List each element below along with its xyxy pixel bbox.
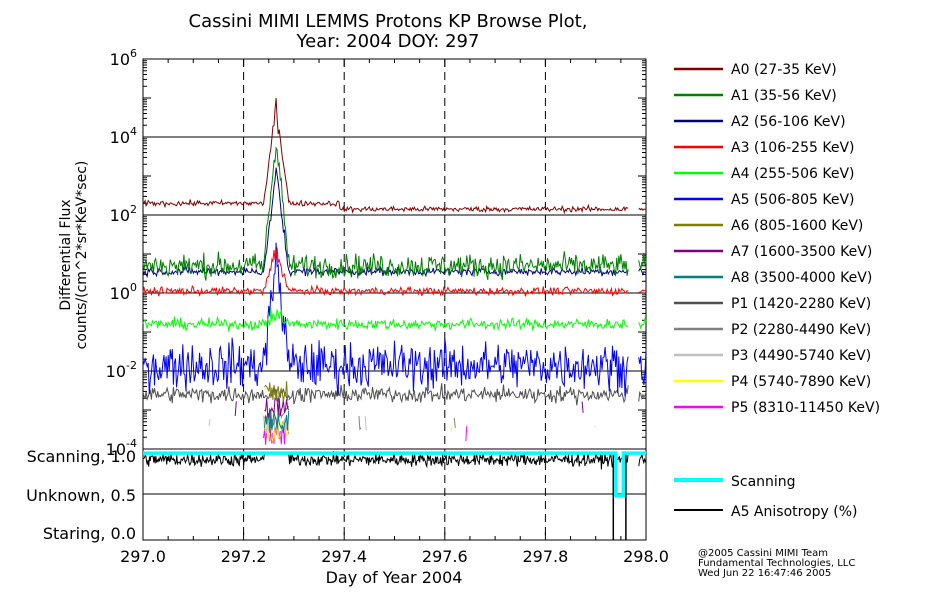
series-line — [142, 146, 647, 281]
legend-label: A4 (255-506 KeV) — [731, 166, 854, 182]
x-tick-label: 297.6 — [422, 547, 468, 566]
footer-company: Fundamental Technologies, LLC — [698, 558, 855, 569]
lower-y-label-staring: Staring, 0.0 — [43, 524, 136, 543]
series-line — [142, 307, 647, 333]
footer-timestamp: Wed Jun 22 16:47:46 2005 — [698, 568, 831, 579]
legend-label: A8 (3500-4000 KeV) — [731, 270, 872, 286]
x-tick-label: 298.0 — [623, 547, 669, 566]
y-tick-label: 106 — [110, 47, 137, 69]
y-tick-label: 102 — [110, 203, 137, 225]
chart-title-line-1: Cassini MIMI LEMMS Protons KP Browse Plo… — [189, 11, 588, 32]
upper-grid — [143, 59, 646, 540]
y-tick-labels: 10-4 10-2 100 102 104 106 — [106, 47, 137, 459]
footer-copyright: @2005 Cassini MIMI Team — [698, 548, 828, 559]
lower-plot-frame — [142, 448, 647, 541]
series-line — [142, 167, 647, 278]
x-tick-labels: 297.0 297.2 297.4 297.6 297.8 298.0 — [120, 547, 669, 566]
series-line — [142, 97, 647, 215]
series-line — [265, 406, 603, 429]
legend: A0 (27-35 KeV) A1 (35-56 KeV) A2 (56-106 K… — [674, 62, 880, 416]
lower-legend-label: Scanning — [731, 474, 796, 490]
chart-title-line-2: Year: 2004 DOY: 297 — [296, 31, 480, 52]
upper-ticks — [142, 58, 647, 540]
y-axis-label-line-2: counts/(cm^2*sr*KeV*sec) — [74, 161, 90, 350]
x-tick-label: 297.0 — [120, 547, 166, 566]
legend-label: A5 (506-805 KeV) — [731, 192, 854, 208]
legend-label: A0 (27-35 KeV) — [731, 62, 837, 78]
series-line — [235, 398, 641, 417]
series-line — [264, 425, 621, 445]
legend-label: A6 (805-1600 KeV) — [731, 218, 863, 234]
legend-label: P3 (4490-5740 KeV) — [731, 348, 871, 364]
lower-y-label-scanning: Scanning, 1.0 — [27, 447, 136, 466]
legend-label: A1 (35-56 KeV) — [731, 88, 837, 104]
lower-layer — [142, 450, 647, 540]
anisotropy-line — [142, 450, 647, 470]
series-line — [142, 242, 647, 397]
lower-y-label-unknown: Unknown, 0.5 — [26, 486, 136, 505]
y-tick-label: 10-2 — [106, 359, 137, 381]
legend-label: A7 (1600-3500 KeV) — [731, 244, 872, 260]
legend-label: A3 (106-255 KeV) — [731, 140, 854, 156]
x-tick-label: 297.4 — [321, 547, 367, 566]
y-axis-label-line-1: Differential Flux — [58, 199, 74, 310]
series-line — [265, 419, 646, 441]
legend-label: P5 (8310-11450 KeV) — [731, 400, 880, 416]
lower-legend: Scanning A5 Anisotropy (%) — [674, 474, 858, 520]
legend-label: P2 (2280-4490 KeV) — [731, 322, 871, 338]
series-line — [142, 247, 647, 298]
y-tick-label: 104 — [110, 125, 137, 147]
x-tick-label: 297.2 — [221, 547, 267, 566]
legend-label: A2 (56-106 KeV) — [731, 114, 846, 130]
x-axis-label: Day of Year 2004 — [326, 568, 463, 587]
legend-label: P1 (1420-2280 KeV) — [731, 296, 871, 312]
y-tick-label: 10-4 — [106, 437, 137, 459]
y-tick-label: 100 — [110, 281, 137, 303]
series-line — [142, 383, 647, 406]
lower-legend-label: A5 Anisotropy (%) — [731, 504, 858, 520]
series-layer — [142, 97, 647, 445]
legend-label: P4 (5740-7890 KeV) — [731, 374, 871, 390]
scanning-line — [143, 451, 646, 498]
x-tick-label: 297.8 — [522, 547, 568, 566]
